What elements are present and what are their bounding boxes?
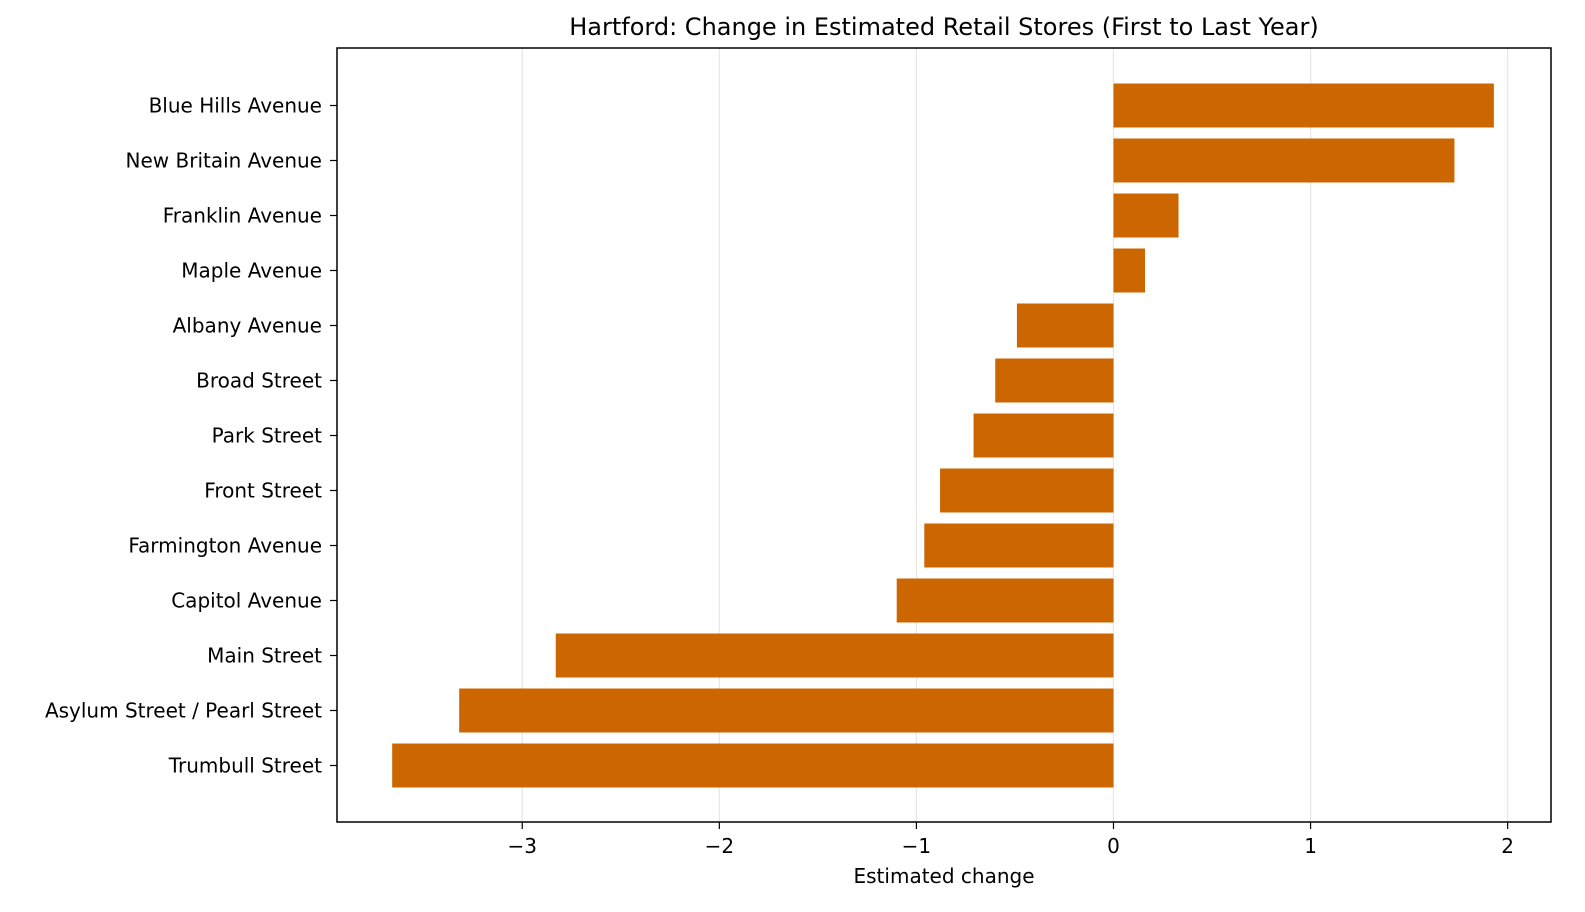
bars <box>392 83 1494 788</box>
x-axis-label: Estimated change <box>854 864 1035 888</box>
y-tick-label: Blue Hills Avenue <box>149 94 322 118</box>
y-tick-label: Farmington Avenue <box>128 534 322 558</box>
x-axis-ticks: −3 −2 −1 0 1 2 <box>508 822 1514 858</box>
y-tick-label: Asylum Street / Pearl Street <box>45 699 322 723</box>
bar <box>392 743 1114 788</box>
y-tick-label: Park Street <box>212 424 323 448</box>
bar <box>896 578 1114 623</box>
y-tick-label: Trumbull Street <box>168 754 322 778</box>
bar <box>1113 138 1455 183</box>
bar <box>1113 193 1179 238</box>
bar <box>995 358 1114 403</box>
y-tick-label: Maple Avenue <box>181 259 322 283</box>
bar <box>1016 303 1114 348</box>
x-tick-label: 2 <box>1501 834 1514 858</box>
x-tick-label: −2 <box>705 834 734 858</box>
y-tick-label: Capitol Avenue <box>171 589 322 613</box>
bar <box>1113 83 1494 128</box>
chart-title: Hartford: Change in Estimated Retail Sto… <box>569 13 1318 41</box>
bar <box>459 688 1114 733</box>
y-axis-ticks: Blue Hills Avenue New Britain Avenue Frank… <box>45 94 337 778</box>
y-tick-label: Main Street <box>207 644 322 668</box>
y-tick-label: Albany Avenue <box>173 314 322 338</box>
x-tick-label: −1 <box>902 834 931 858</box>
y-tick-label: Franklin Avenue <box>163 204 322 228</box>
bar <box>924 523 1114 568</box>
y-tick-label: Broad Street <box>196 369 322 393</box>
x-tick-label: −3 <box>508 834 537 858</box>
x-tick-label: 1 <box>1304 834 1317 858</box>
bar <box>555 633 1114 678</box>
bar <box>973 413 1114 458</box>
bar <box>940 468 1114 513</box>
y-tick-label: Front Street <box>204 479 322 503</box>
bar <box>1113 248 1146 293</box>
x-tick-label: 0 <box>1107 834 1120 858</box>
y-tick-label: New Britain Avenue <box>126 149 322 173</box>
